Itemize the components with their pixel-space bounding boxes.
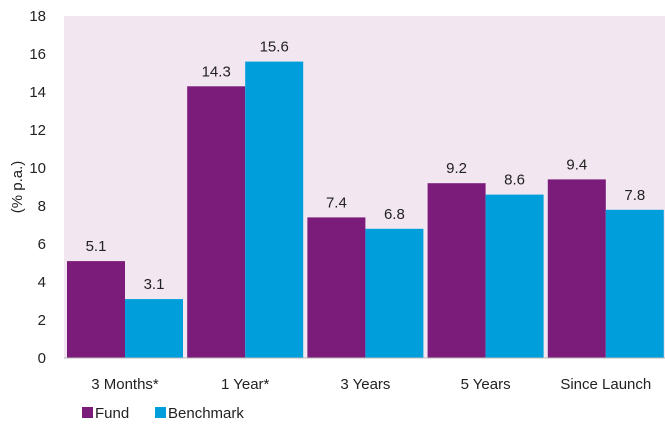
bar-benchmark-4 xyxy=(605,209,664,358)
bar-benchmark-3 xyxy=(485,194,544,358)
data-label: 7.8 xyxy=(624,187,645,204)
y-tick-label: 2 xyxy=(38,312,46,329)
data-label: 9.4 xyxy=(566,156,587,173)
y-tick-label: 6 xyxy=(38,236,46,253)
x-tick-label: 1 Year* xyxy=(221,376,270,393)
x-axis-ticks: 3 Months* 1 Year* 3 Years 5 Years Since Laun… xyxy=(91,376,651,393)
bar-fund-3 xyxy=(427,183,486,358)
x-tick-label: 5 Years xyxy=(461,376,511,393)
bar-benchmark-2 xyxy=(365,228,424,358)
y-axis-label: (% p.a.) xyxy=(9,161,26,214)
y-tick-label: 14 xyxy=(29,84,46,101)
y-tick-label: 18 xyxy=(29,8,46,25)
data-label: 5.1 xyxy=(86,238,107,255)
bar-fund-0 xyxy=(67,261,125,358)
bar-fund-4 xyxy=(547,179,606,358)
y-tick-label: 8 xyxy=(38,198,46,215)
data-label: 14.3 xyxy=(202,63,231,80)
x-tick-label: 3 Months* xyxy=(91,376,159,393)
legend-swatch-fund xyxy=(82,407,93,418)
y-tick-label: 10 xyxy=(29,160,46,177)
y-tick-label: 12 xyxy=(29,122,46,139)
data-label: 9.2 xyxy=(446,160,467,177)
y-tick-label: 4 xyxy=(38,274,46,291)
data-label: 15.6 xyxy=(260,39,289,56)
bars: 5.1 3.1 14.3 15.6 7.4 6.8 9.2 8.6 9.4 7.8 xyxy=(67,39,664,359)
data-label: 8.6 xyxy=(504,172,525,189)
y-tick-label: 0 xyxy=(38,350,46,367)
x-tick-label: Since Launch xyxy=(560,376,651,393)
legend-label-fund: Fund xyxy=(95,405,129,422)
data-label: 6.8 xyxy=(384,206,405,223)
bar-fund-1 xyxy=(187,86,246,359)
x-tick-label: 3 Years xyxy=(340,376,390,393)
legend-label-benchmark: Benchmark xyxy=(168,405,244,422)
data-label: 3.1 xyxy=(144,276,165,293)
data-label: 7.4 xyxy=(326,194,347,211)
legend: Fund Benchmark xyxy=(82,405,244,422)
bar-benchmark-0 xyxy=(125,299,183,358)
legend-swatch-benchmark xyxy=(155,407,166,418)
y-axis-ticks: 0 2 4 6 8 10 12 14 16 18 xyxy=(29,8,46,367)
y-tick-label: 16 xyxy=(29,46,46,63)
bar-benchmark-1 xyxy=(245,61,304,358)
bar-fund-2 xyxy=(307,217,366,358)
